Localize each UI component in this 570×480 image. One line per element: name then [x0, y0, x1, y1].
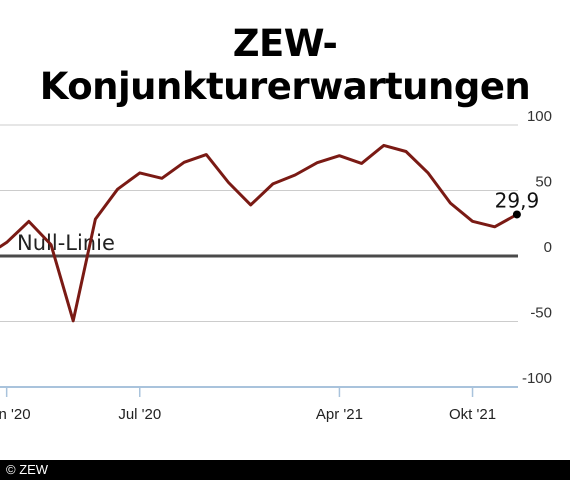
end-point-label: 29,9: [495, 188, 540, 212]
grid-lines: [0, 124, 518, 322]
x-axis: Jan '20 Jul '20 Apr '21 Okt '21: [0, 386, 518, 423]
x-tick-label: Jan '20: [0, 406, 31, 423]
y-tick-label: -50: [530, 305, 552, 322]
footer-bar: © ZEW: [0, 460, 570, 480]
footer-credit: © ZEW: [6, 462, 49, 477]
y-tick-label: 50: [535, 174, 552, 191]
y-tick-label: -100: [522, 370, 552, 387]
x-tick-label: Apr '21: [316, 406, 363, 423]
x-tick-label: Jul '20: [118, 406, 161, 423]
x-tick-label: Okt '21: [449, 406, 496, 423]
y-tick-label: 100: [527, 108, 552, 125]
y-tick-label: 0: [544, 239, 552, 256]
series-line: [0, 143, 519, 323]
series-group: [0, 143, 519, 323]
line-chart: 100 50 0 -50 -100 Jan '20 Jul '20 Apr '21 Okt '…: [0, 108, 552, 423]
annotation-group: 29,9: [495, 188, 540, 219]
y-tick-labels: 100 50 0 -50 -100: [522, 108, 552, 387]
zero-line-label: Null-Linie: [17, 231, 115, 255]
end-point-marker: [512, 210, 521, 219]
chart-title: ZEW-Konjunkturerwartungen: [39, 22, 531, 108]
zero-line-group: Null-Linie: [0, 231, 518, 258]
